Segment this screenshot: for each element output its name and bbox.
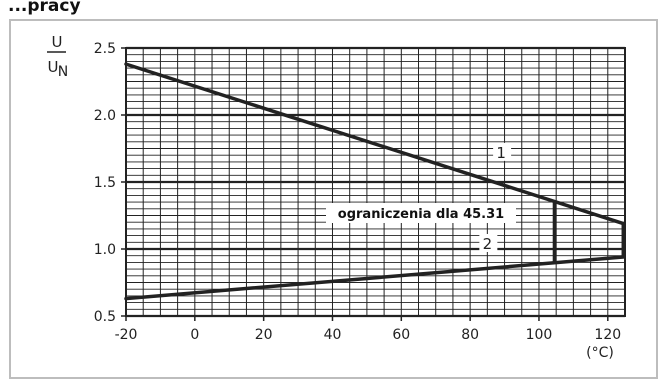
y-label-denominator-sub: N <box>58 64 68 80</box>
limit-annotation: ograniczenia dla 45.31 <box>338 207 504 222</box>
limit-annotation-bg <box>326 203 516 223</box>
y-label-numerator: U <box>52 33 63 51</box>
x-tick-label: -20 <box>115 327 138 343</box>
y-tick-label: 1.5 <box>94 175 116 191</box>
y-tick-label: 2.5 <box>94 41 116 57</box>
chart-series <box>124 62 626 301</box>
x-axis-unit: (°C) <box>586 345 614 361</box>
chart-ticks: -20 0 20 40 60 80 100 120 0.5 1.0 1.5 2.0 2.5 <box>94 41 621 343</box>
x-tick-label: 100 <box>526 327 553 343</box>
series-label-1: 1 <box>496 144 506 162</box>
x-tick-label: 60 <box>392 327 410 343</box>
y-tick-label: 1.0 <box>94 242 116 258</box>
x-tick-label: 20 <box>255 327 273 343</box>
header-fragment: ...pracy <box>8 0 81 16</box>
limit-box: ograniczenia dla 45.31 1 2 <box>326 142 626 263</box>
series-label-bg <box>479 234 498 252</box>
y-label-denominator: U <box>48 58 59 76</box>
x-tick-label: 40 <box>324 327 342 343</box>
x-tick-label: 0 <box>190 327 199 343</box>
y-tick-label: 0.5 <box>94 309 116 325</box>
x-tick-label: 80 <box>461 327 479 343</box>
x-tick-label: 120 <box>594 327 621 343</box>
series-line-2 <box>124 255 626 301</box>
y-tick-label: 2.0 <box>94 108 116 124</box>
series-label-2: 2 <box>483 235 493 253</box>
series-label-bg <box>493 142 512 161</box>
chart-labels: U U N (°C) <box>47 33 614 361</box>
series-line-1 <box>124 62 626 226</box>
